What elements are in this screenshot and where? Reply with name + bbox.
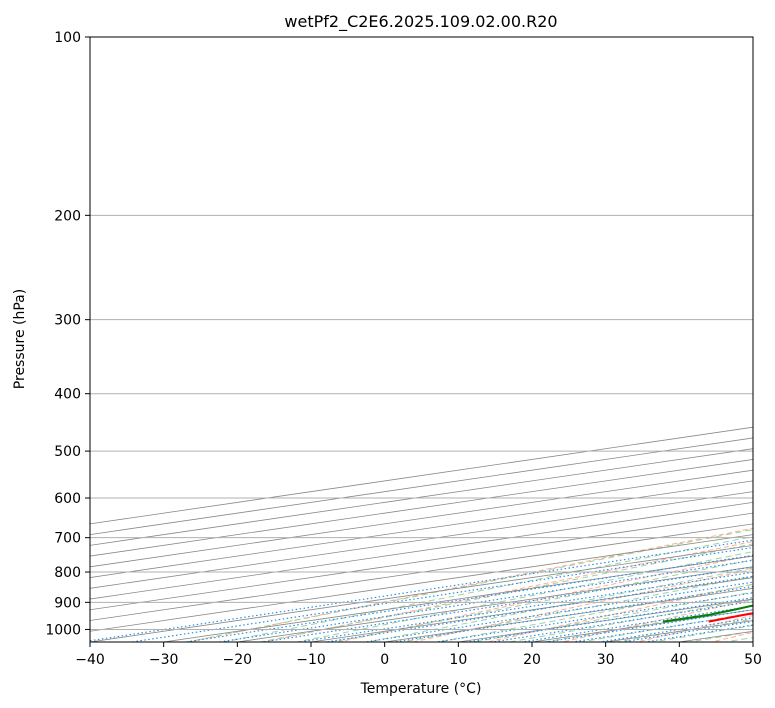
y-tick-label: 100	[54, 30, 81, 46]
chart-title: wetPf2_C2E6.2025.109.02.00.R20	[284, 12, 557, 32]
isotherm-line	[90, 480, 753, 578]
moist-adiabat-line	[257, 543, 753, 642]
y-tick-label: 600	[54, 491, 81, 507]
x-tick-label: −20	[223, 652, 253, 668]
x-tick-label: −30	[149, 652, 179, 668]
y-tick-label: 1000	[45, 622, 81, 638]
x-tick-label: −10	[296, 652, 326, 668]
pressure-gridlines	[90, 37, 753, 630]
moist-adiabat-line	[329, 559, 753, 642]
isotherm-line	[160, 555, 753, 642]
isotherm-line	[90, 469, 753, 568]
dry-adiabat-line	[261, 540, 753, 642]
y-axis-ticks: 100 200 300 400 500 600 700 800 900 1000	[45, 30, 90, 638]
moist-adiabat-line	[400, 575, 753, 642]
y-tick-label: 500	[54, 444, 81, 460]
moist-adiabat-line	[184, 528, 753, 642]
moist-adiabat-line	[613, 618, 753, 642]
plot-frame	[89, 36, 754, 643]
moist-adiabat-line	[364, 567, 753, 642]
dry-adiabat-line	[485, 583, 753, 642]
x-tick-label: 30	[597, 652, 615, 668]
isotherm-line	[750, 641, 753, 642]
isotherm-line	[90, 459, 753, 557]
y-tick-label: 900	[54, 595, 81, 611]
isotherm-line	[90, 534, 753, 632]
y-axis-label: Pressure (hPa)	[12, 289, 28, 389]
isotherm-line	[90, 501, 753, 600]
y-tick-label: 800	[54, 565, 81, 581]
y-tick-label: 200	[54, 208, 81, 224]
mixing-ratio-line	[488, 600, 753, 642]
isotherms	[90, 426, 753, 642]
y-tick-label: 700	[54, 531, 81, 547]
mixing-ratio-line	[215, 559, 753, 642]
moist-adiabat-line	[293, 551, 753, 642]
dry-adiabats	[186, 0, 775, 654]
dewpoint-line	[662, 604, 753, 623]
mixing-ratio-line	[128, 546, 753, 642]
y-tick-label: 300	[54, 313, 81, 329]
y-tick-label: 400	[54, 387, 81, 403]
isotherm-line	[602, 620, 753, 642]
isotherm-line	[90, 512, 753, 611]
moist-adiabat-line	[471, 591, 753, 642]
x-tick-label: 20	[523, 652, 541, 668]
isotherm-line	[90, 448, 753, 546]
temperature-line	[708, 612, 753, 623]
x-tick-label: 40	[670, 652, 688, 668]
moist-adiabat-line	[221, 536, 753, 642]
dry-adiabat-line	[410, 568, 753, 642]
sounding-series	[662, 604, 753, 623]
moist-adiabat-line	[506, 598, 753, 642]
x-tick-label: 50	[744, 652, 762, 668]
dry-adiabat-line	[560, 598, 753, 642]
isotherm-line	[90, 523, 753, 621]
dry-adiabat-line	[335, 554, 753, 642]
dry-adiabat-line	[737, 0, 775, 654]
isotherm-line	[90, 491, 753, 589]
x-tick-label: 10	[449, 652, 467, 668]
mixing-ratio-line	[432, 592, 753, 642]
isotherm-line	[455, 598, 753, 642]
x-tick-label: −40	[75, 652, 105, 668]
plot-area: -100-90-80-70-60-50-40-30-20-10010203040…	[90, 0, 775, 654]
moist-adiabats	[184, 528, 753, 642]
x-axis-label: Temperature (°C)	[360, 681, 482, 697]
x-axis-ticks: −40 −30 −20 −10 0 10 20 30 40 50	[75, 642, 762, 668]
x-tick-label: 0	[380, 652, 389, 668]
isotherm-line	[381, 587, 753, 642]
isotherm-line	[90, 544, 753, 642]
